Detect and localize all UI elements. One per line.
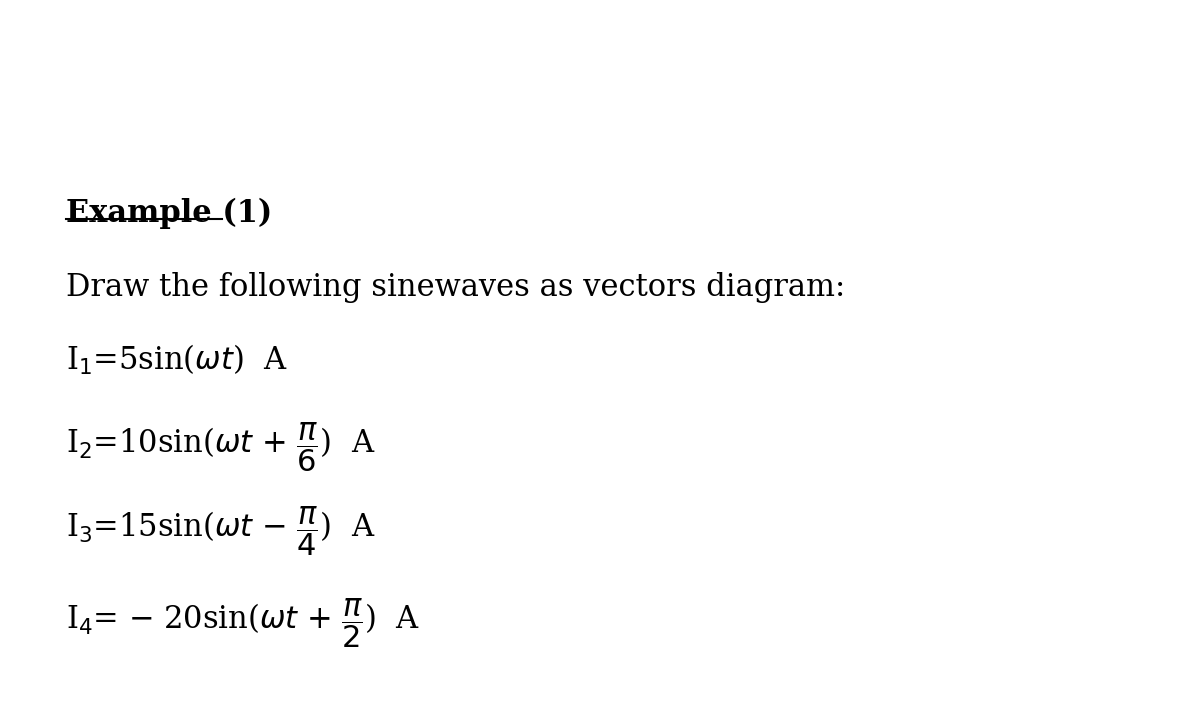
Text: I$_3$=15sin($\omega t$ $-$ $\dfrac{\pi}{4}$)  A: I$_3$=15sin($\omega t$ $-$ $\dfrac{\pi}{… (66, 505, 376, 558)
Text: Draw the following sinewaves as vectors diagram:: Draw the following sinewaves as vectors … (66, 272, 845, 303)
Text: I$_4$= $-$ 20sin($\omega t$ + $\dfrac{\pi}{2}$)  A: I$_4$= $-$ 20sin($\omega t$ + $\dfrac{\p… (66, 597, 420, 650)
Text: Example (1): Example (1) (66, 198, 272, 229)
Text: I$_2$=10sin($\omega t$ + $\dfrac{\pi}{6}$)  A: I$_2$=10sin($\omega t$ + $\dfrac{\pi}{6}… (66, 420, 376, 474)
Text: I$_1$=5sin($\omega t$)  A: I$_1$=5sin($\omega t$) A (66, 342, 288, 376)
